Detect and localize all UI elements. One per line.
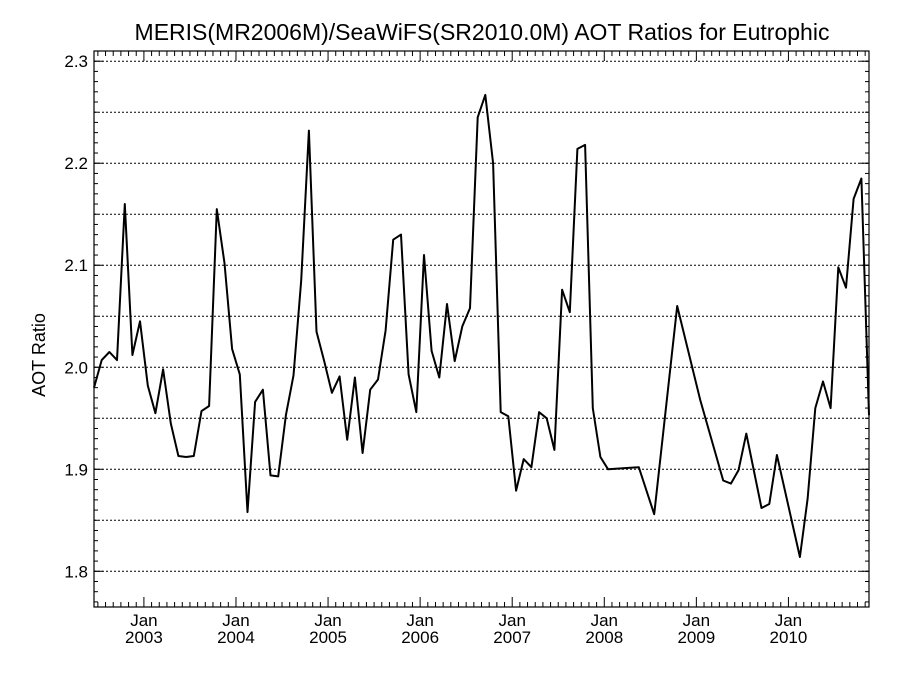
x-tick-year: 2006 <box>401 628 439 647</box>
x-tick-year: 2004 <box>217 628 255 647</box>
x-tick-year: 2009 <box>677 628 715 647</box>
y-tick-label: 2.2 <box>64 154 88 173</box>
plot-frame <box>93 50 870 608</box>
y-tick-label: 1.9 <box>64 460 88 479</box>
series-layer <box>93 93 870 558</box>
x-tick-month: Jan <box>222 611 249 630</box>
x-tick-month: Jan <box>775 611 802 630</box>
x-tick-month: Jan <box>130 611 157 630</box>
x-tick-year: 2005 <box>309 628 347 647</box>
x-tick-month: Jan <box>406 611 433 630</box>
y-tick-label: 2.3 <box>64 52 88 71</box>
x-tick-year: 2007 <box>493 628 531 647</box>
axis-ticks <box>94 50 869 607</box>
x-tick-year: 2008 <box>585 628 623 647</box>
gridlines <box>94 60 869 572</box>
x-tick-year: 2010 <box>770 628 808 647</box>
y-axis-label: AOT Ratio <box>29 313 49 397</box>
x-tick-month: Jan <box>314 611 341 630</box>
x-tick-month: Jan <box>498 611 525 630</box>
chart-title: MERIS(MR2006M)/SeaWiFS(SR2010.0M) AOT Ra… <box>135 19 830 45</box>
x-tick-month: Jan <box>683 611 710 630</box>
series-line <box>93 93 870 558</box>
x-tick-month: Jan <box>591 611 618 630</box>
x-tick-year: 2003 <box>125 628 163 647</box>
y-tick-label: 2.1 <box>64 256 88 275</box>
y-tick-label: 1.8 <box>64 562 88 581</box>
y-tick-label: 2.0 <box>64 358 88 377</box>
tick-labels: 1.81.92.02.12.22.3Jan2003Jan2004Jan2005J… <box>64 52 807 647</box>
